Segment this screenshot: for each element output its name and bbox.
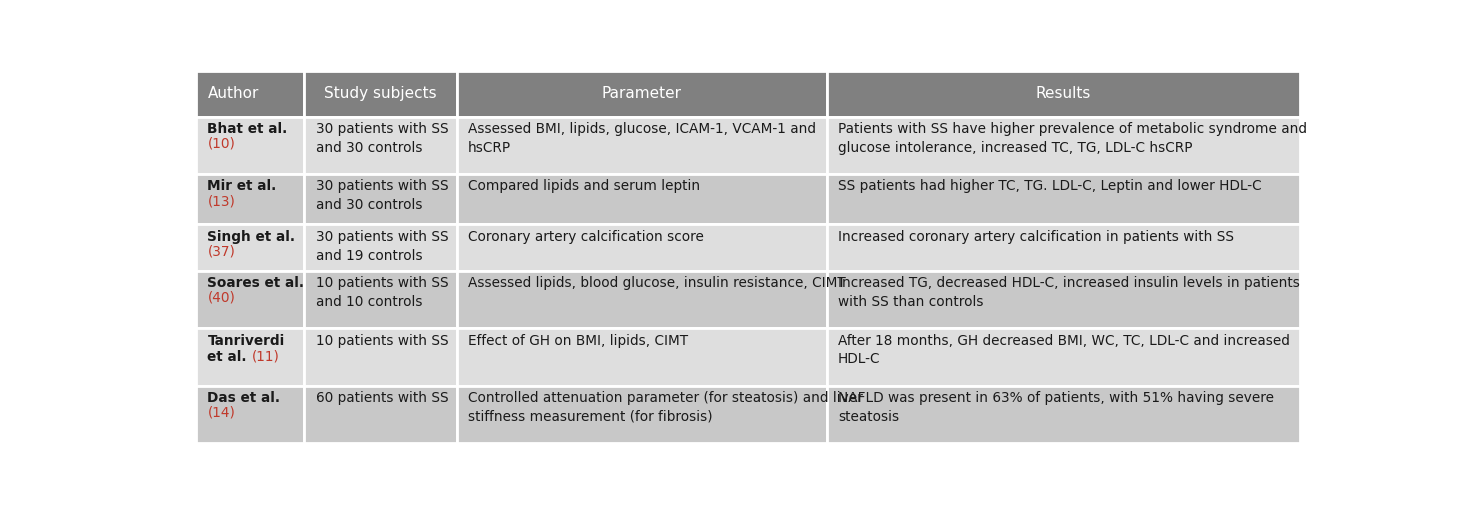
- Bar: [457, 71, 826, 117]
- Bar: [196, 224, 304, 271]
- Bar: [826, 117, 1301, 174]
- Text: 30 patients with SS
and 19 controls: 30 patients with SS and 19 controls: [315, 230, 448, 263]
- Bar: [457, 174, 826, 224]
- Text: (37): (37): [207, 244, 235, 259]
- Text: 60 patients with SS: 60 patients with SS: [315, 391, 448, 405]
- Text: Increased coronary artery calcification in patients with SS: Increased coronary artery calcification …: [838, 230, 1234, 244]
- Bar: [304, 386, 457, 443]
- Bar: [457, 224, 826, 271]
- Text: Compared lipids and serum leptin: Compared lipids and serum leptin: [469, 179, 701, 193]
- Text: Mir et al.: Mir et al.: [207, 179, 276, 193]
- Text: 30 patients with SS
and 30 controls: 30 patients with SS and 30 controls: [315, 122, 448, 155]
- Bar: [457, 386, 826, 443]
- Text: NAFLD was present in 63% of patients, with 51% having severe
steatosis: NAFLD was present in 63% of patients, wi…: [838, 391, 1275, 424]
- Text: Increased TG, decreased HDL-C, increased insulin levels in patients
with SS than: Increased TG, decreased HDL-C, increased…: [838, 276, 1299, 309]
- Text: Patients with SS have higher prevalence of metabolic syndrome and
glucose intole: Patients with SS have higher prevalence …: [838, 122, 1307, 155]
- Text: 30 patients with SS
and 30 controls: 30 patients with SS and 30 controls: [315, 179, 448, 212]
- Bar: [304, 328, 457, 386]
- Text: (40): (40): [207, 291, 235, 305]
- Text: Coronary artery calcification score: Coronary artery calcification score: [469, 230, 704, 244]
- Text: Effect of GH on BMI, lipids, CIMT: Effect of GH on BMI, lipids, CIMT: [469, 333, 688, 348]
- Bar: [196, 117, 304, 174]
- Text: (10): (10): [207, 136, 235, 151]
- Bar: [457, 271, 826, 328]
- Text: Assessed lipids, blood glucose, insulin resistance, CIMT: Assessed lipids, blood glucose, insulin …: [469, 276, 845, 290]
- Bar: [826, 71, 1301, 117]
- Bar: [304, 174, 457, 224]
- Bar: [304, 271, 457, 328]
- Bar: [826, 328, 1301, 386]
- Bar: [457, 328, 826, 386]
- Text: Controlled attenuation parameter (for steatosis) and liver
stiffness measurement: Controlled attenuation parameter (for st…: [469, 391, 863, 424]
- Text: Assessed BMI, lipids, glucose, ICAM-1, VCAM-1 and
hsCRP: Assessed BMI, lipids, glucose, ICAM-1, V…: [469, 122, 816, 155]
- Bar: [196, 386, 304, 443]
- Text: (13): (13): [207, 194, 235, 208]
- Text: Author: Author: [207, 86, 258, 101]
- Bar: [304, 117, 457, 174]
- Text: After 18 months, GH decreased BMI, WC, TC, LDL-C and increased
HDL-C: After 18 months, GH decreased BMI, WC, T…: [838, 333, 1289, 366]
- Bar: [196, 271, 304, 328]
- Bar: [196, 328, 304, 386]
- Text: Tanriverdi: Tanriverdi: [207, 333, 285, 348]
- Text: Parameter: Parameter: [602, 86, 682, 101]
- Text: (14): (14): [207, 406, 235, 420]
- Text: et al.: et al.: [207, 350, 251, 364]
- Text: 10 patients with SS: 10 patients with SS: [315, 333, 448, 348]
- Bar: [457, 117, 826, 174]
- Bar: [304, 71, 457, 117]
- Text: Das et al.: Das et al.: [207, 391, 280, 405]
- Bar: [826, 386, 1301, 443]
- Text: Singh et al.: Singh et al.: [207, 230, 295, 244]
- Text: Bhat et al.: Bhat et al.: [207, 122, 288, 136]
- Text: SS patients had higher TC, TG. LDL-C, Leptin and lower HDL-C: SS patients had higher TC, TG. LDL-C, Le…: [838, 179, 1261, 193]
- Text: Study subjects: Study subjects: [324, 86, 437, 101]
- Bar: [196, 71, 304, 117]
- Text: Results: Results: [1035, 86, 1091, 101]
- Bar: [826, 224, 1301, 271]
- Bar: [196, 174, 304, 224]
- Bar: [826, 174, 1301, 224]
- Bar: [826, 271, 1301, 328]
- Text: 10 patients with SS
and 10 controls: 10 patients with SS and 10 controls: [315, 276, 448, 309]
- Text: Soares et al.: Soares et al.: [207, 276, 304, 290]
- Bar: [304, 224, 457, 271]
- Text: (11): (11): [251, 350, 279, 364]
